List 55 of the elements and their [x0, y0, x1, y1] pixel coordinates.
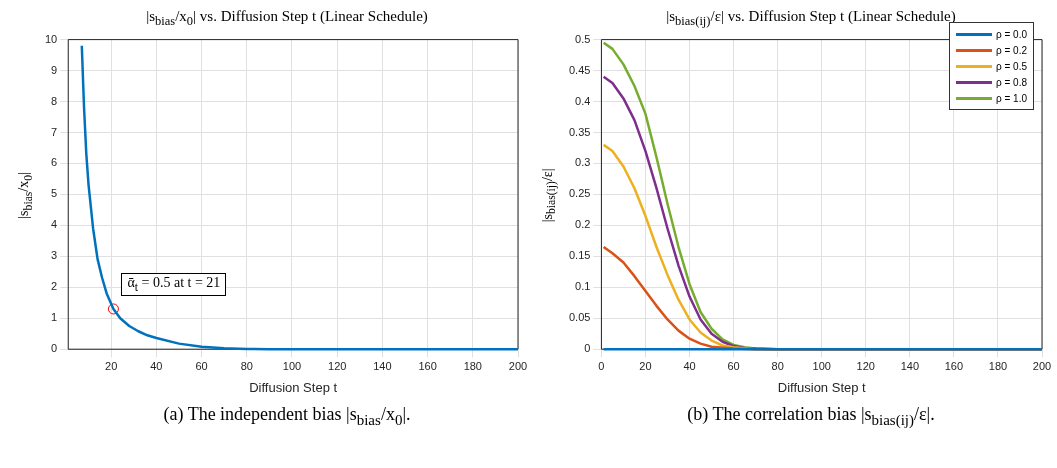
x-tick-label: 60 [727, 359, 740, 372]
legend-label: ρ = 0.0 [996, 28, 1027, 40]
legend-label: ρ = 0.8 [996, 76, 1027, 88]
annotation: ᾱ$_{t}$ = 0.5 at t = 21 [121, 272, 227, 296]
x-tick-label: 120 [328, 359, 347, 372]
y-tick-label: 3 [51, 249, 58, 262]
y-tick-label: 10 [44, 32, 58, 45]
x-tick-label: 80 [771, 359, 784, 372]
y-tick-label: 0.2 [575, 218, 591, 231]
x-tick-label: 40 [150, 359, 163, 372]
chart-title: |s$_{bias}$/x$_{0}$| vs. Diffusion Step t (Linear Schedule) [145, 8, 429, 30]
x-tick-label: 140 [900, 359, 919, 372]
y-tick-label: 4 [51, 218, 58, 231]
legend-label: ρ = 0.2 [996, 44, 1027, 56]
x-tick-label: 160 [944, 359, 964, 372]
x-axis-title: Diffusion Step t [777, 379, 867, 395]
y-tick-label: 0.15 [568, 249, 591, 262]
y-tick-label: 0.1 [575, 280, 591, 293]
y-tick-label: 0.4 [575, 94, 591, 107]
x-tick-label: 180 [463, 359, 482, 372]
y-tick-label: 0.45 [568, 63, 591, 76]
x-tick-label: 140 [373, 359, 392, 372]
x-tick-label: 180 [988, 359, 1008, 372]
y-tick-label: 8 [51, 94, 58, 107]
x-tick-label: 160 [418, 359, 437, 372]
x-tick-label: 20 [105, 359, 118, 372]
x-tick-label: 40 [683, 359, 696, 372]
legend-label: ρ = 1.0 [996, 92, 1027, 104]
x-tick-label: 60 [195, 359, 208, 372]
text: (a) The independent bias |s$_{bias}$/x$_{0}$|. [162, 404, 412, 429]
y-tick-label: 9 [51, 63, 58, 76]
y-tick-label: 0.05 [568, 311, 591, 324]
y-tick-label: 2 [51, 280, 58, 293]
text: (b) The correlation bias |s$_{bias(ij)}$/ε|. [686, 404, 936, 429]
y-tick-label: 0.3 [575, 156, 591, 169]
y-tick-label: 7 [51, 125, 58, 138]
x-axis-title: Diffusion Step t [249, 379, 338, 395]
y-tick-label: 1 [51, 311, 58, 324]
x-tick-label: 100 [282, 359, 302, 372]
x-tick-label: 20 [639, 359, 652, 372]
legend-label: ρ = 0.5 [996, 60, 1027, 72]
y-tick-label: 0.35 [568, 125, 591, 138]
y-tick-label: 0 [51, 342, 58, 355]
chart-title: |s$_{bias(ij)}$/ε| vs. Diffusion Step t (Linear Schedule) [665, 8, 957, 30]
y-tick-label: 0.5 [575, 32, 591, 45]
y-tick-label: 0 [584, 342, 591, 355]
x-tick-label: 120 [856, 359, 875, 372]
y-tick-label: 0.25 [568, 187, 591, 200]
x-tick-label: 100 [812, 359, 831, 372]
y-tick-label: 5 [51, 187, 58, 200]
x-tick-label: 0 [598, 359, 605, 372]
y-tick-label: 6 [51, 156, 58, 169]
x-tick-label: 200 [1032, 359, 1052, 372]
x-tick-label: 80 [240, 359, 253, 372]
x-tick-label: 200 [508, 359, 528, 372]
